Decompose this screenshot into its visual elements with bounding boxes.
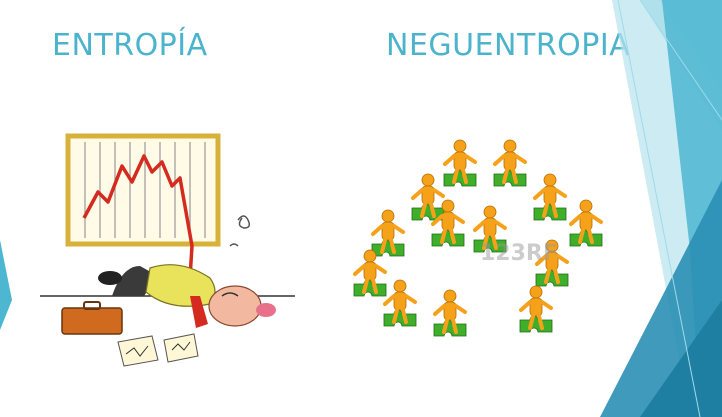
watermark-text: 123RF bbox=[480, 241, 558, 266]
title-entropia: ENTROPÍA bbox=[52, 28, 208, 63]
puzzle-people-network-icon: 123RF bbox=[353, 138, 603, 337]
title-neguentropia: NEGUENTROPIA bbox=[386, 28, 631, 63]
falling-chart-cartoon-icon bbox=[40, 133, 295, 367]
